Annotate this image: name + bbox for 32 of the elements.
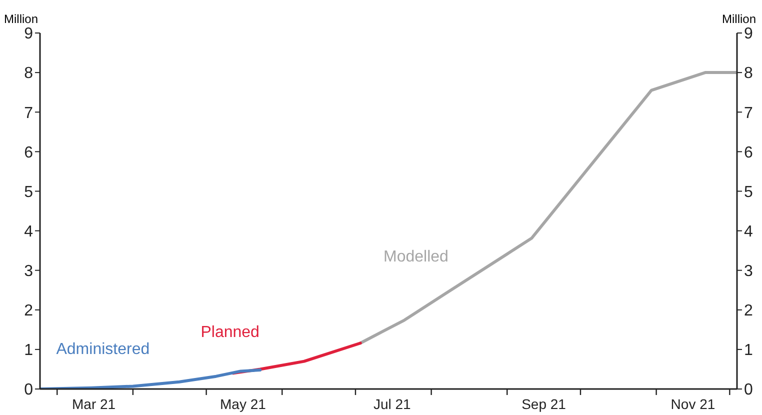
y2-tick-label: 3 xyxy=(744,263,753,280)
y-tick-label: 7 xyxy=(24,104,34,122)
x-tick-label: May 21 xyxy=(220,396,266,412)
y2-tick-label: 5 xyxy=(744,184,753,201)
y2-tick-label: 6 xyxy=(744,144,753,162)
x-tick-label: Jul 21 xyxy=(373,396,412,412)
y-tick-label: 0 xyxy=(24,382,34,399)
y-axis-title: Million xyxy=(4,12,38,26)
series-label: Administered xyxy=(56,341,150,358)
x-tick-label: Sep 21 xyxy=(522,396,566,412)
y2-tick-label: 8 xyxy=(744,65,753,82)
line-series xyxy=(358,71,737,345)
y2-tick-label: 9 xyxy=(744,26,753,43)
y-tick-label: 4 xyxy=(24,223,34,240)
x-tick-label: Nov 21 xyxy=(670,396,716,412)
y-tick-label: 1 xyxy=(24,342,34,360)
y-tick-label: 8 xyxy=(24,65,34,82)
y-tick-label: 6 xyxy=(24,144,34,162)
y2-tick-label: 7 xyxy=(744,104,753,122)
y2-tick-label: 1 xyxy=(744,342,753,360)
series-label: Modelled xyxy=(384,248,448,266)
y-tick-label: 9 xyxy=(24,26,34,43)
y2-tick-label: 2 xyxy=(744,302,753,320)
y-tick-label: 3 xyxy=(24,263,34,280)
x-tick-label: Mar 21 xyxy=(72,396,116,412)
y2-axis-title: Million xyxy=(722,12,756,26)
line-series xyxy=(40,368,262,389)
y2-tick-label: 4 xyxy=(744,223,753,240)
y2-tick-label: 0 xyxy=(744,382,753,399)
series-label: Planned xyxy=(200,324,260,342)
y-tick-label: 5 xyxy=(24,184,34,201)
y-tick-label: 2 xyxy=(24,302,34,320)
